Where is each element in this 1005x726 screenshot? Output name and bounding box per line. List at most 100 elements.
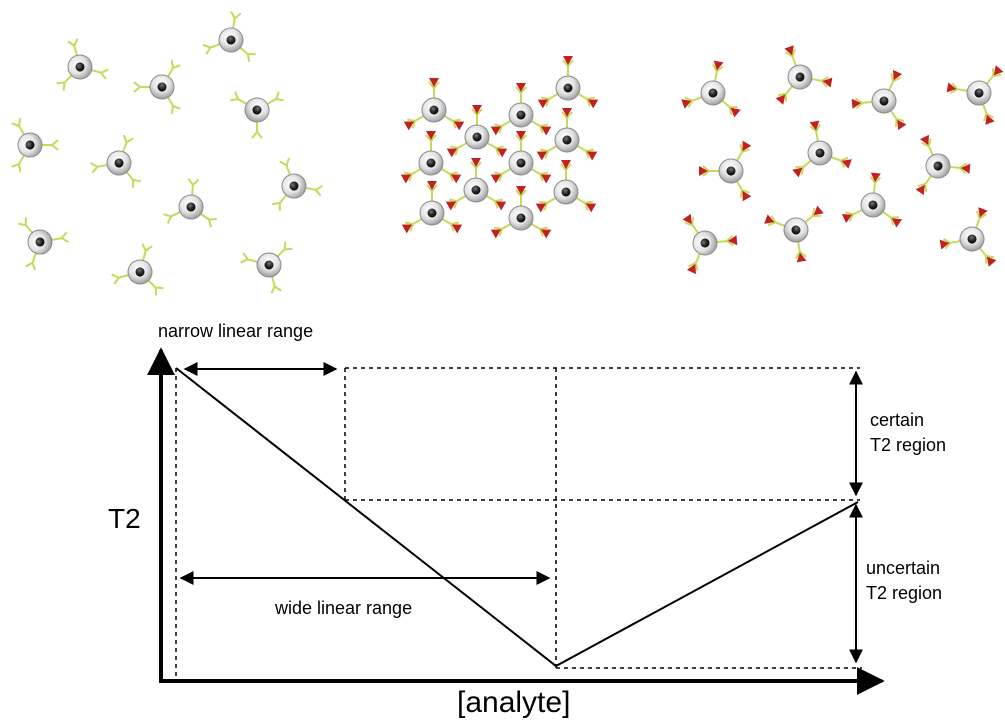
target-molecule: [682, 213, 692, 225]
target-molecule: [870, 172, 881, 183]
target-molecule: [897, 119, 907, 131]
target-molecule: [516, 83, 526, 92]
target-molecule: [841, 159, 852, 169]
nanoparticle: [841, 172, 903, 228]
target-molecule: [742, 190, 752, 202]
particle-core: [114, 158, 124, 168]
target-molecule: [784, 45, 794, 56]
target-molecule: [585, 203, 597, 213]
particle-core: [186, 202, 196, 212]
antibody-arm: [446, 136, 478, 158]
target-molecule: [792, 167, 803, 178]
target-molecule: [490, 229, 502, 239]
target-molecule: [446, 148, 458, 158]
target-molecule: [429, 78, 439, 87]
nanoparticle: [111, 243, 164, 296]
particle-core: [967, 234, 977, 244]
target-molecule: [400, 174, 412, 184]
nanoparticle: [681, 60, 741, 118]
target-molecule: [535, 203, 547, 213]
target-molecule: [939, 239, 950, 250]
particle-core: [426, 158, 436, 168]
antibody-arm: [561, 108, 573, 140]
target-molecule: [813, 205, 824, 216]
target-molecule: [851, 98, 862, 109]
antibody-arm: [562, 56, 574, 88]
particle-core: [795, 72, 805, 82]
target-molecule: [496, 148, 508, 158]
narrow-range-label: narrow linear range: [158, 321, 314, 341]
nanoparticle: [537, 56, 599, 109]
nanoparticle: [939, 207, 997, 267]
particle-core: [226, 35, 236, 45]
target-molecule: [403, 121, 415, 131]
target-molecule: [727, 235, 738, 246]
particle-core: [726, 166, 736, 176]
panel-dispersed-nanoparticles: [11, 11, 323, 296]
nanoparticle: [946, 65, 1004, 125]
target-molecule: [742, 140, 752, 152]
target-molecule: [540, 229, 552, 239]
target-molecule: [472, 105, 482, 114]
nanoparticle: [682, 213, 738, 275]
t2-graph: [147, 347, 885, 695]
target-molecule: [915, 184, 925, 196]
particle-core: [75, 62, 85, 72]
nanoparticle: [536, 108, 598, 161]
nanoparticle: [490, 131, 552, 184]
nanoparticle: [851, 69, 907, 131]
target-molecule: [427, 181, 437, 190]
particle-core: [562, 135, 572, 145]
target-molecule: [892, 69, 903, 81]
target-molecule: [946, 82, 957, 93]
nanoparticle: [792, 120, 852, 178]
nanoparticle: [240, 241, 293, 294]
target-molecule: [796, 252, 807, 263]
particle-core: [472, 132, 482, 142]
target-molecule: [764, 214, 775, 224]
nanoparticle: [490, 83, 552, 136]
target-molecule: [563, 56, 573, 65]
nanoparticle: [271, 157, 323, 211]
nanoparticle: [56, 38, 109, 91]
target-molecule: [681, 99, 692, 109]
particle-core: [700, 238, 710, 248]
target-molecule: [978, 207, 988, 218]
nanoparticle: [401, 181, 463, 234]
target-molecule: [516, 186, 526, 195]
target-molecule: [587, 99, 599, 109]
particle-core: [561, 187, 571, 197]
panel-saturated-nanoparticles: [681, 45, 1004, 275]
target-molecule: [540, 174, 552, 184]
nanoparticle: [90, 134, 142, 188]
target-molecule: [536, 151, 548, 161]
nanoparticle: [490, 186, 552, 239]
nanoparticle: [133, 60, 181, 114]
particle-core: [974, 88, 984, 98]
target-molecule: [450, 174, 462, 184]
particle-core: [708, 88, 718, 98]
target-molecule: [537, 99, 549, 109]
target-molecule: [985, 114, 995, 125]
target-molecule: [713, 60, 724, 71]
target-molecule: [699, 166, 708, 176]
nanoparticle: [202, 11, 256, 63]
nanoparticle: [163, 178, 217, 228]
particle-core: [289, 181, 299, 191]
particle-core: [427, 208, 437, 218]
nanoparticle: [535, 160, 597, 213]
target-molecule: [919, 134, 930, 146]
nanoparticle: [11, 118, 59, 172]
target-molecule: [490, 126, 502, 136]
target-molecule: [490, 174, 502, 184]
nanoparticle: [775, 45, 833, 105]
target-molecule: [686, 263, 697, 275]
target-molecule: [993, 65, 1004, 76]
target-molecule: [809, 120, 820, 131]
target-molecule: [891, 218, 903, 228]
particle-core: [429, 105, 439, 115]
target-molecule: [516, 131, 526, 140]
target-molecule: [445, 201, 457, 211]
particle-core: [516, 158, 526, 168]
